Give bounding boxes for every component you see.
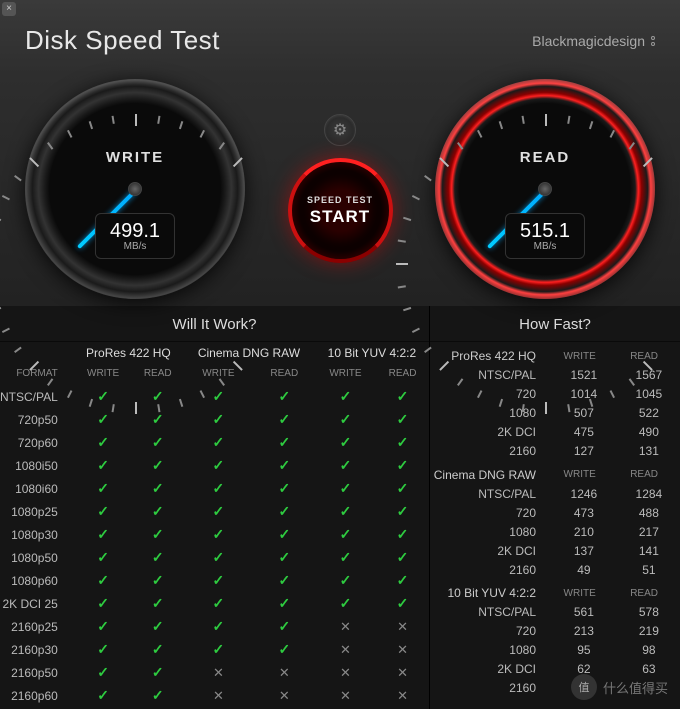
will-it-work-title: Will It Work? <box>0 306 429 342</box>
watermark: 值 什么值得买 <box>571 674 668 700</box>
results-tables: Will It Work? ProRes 422 HQCinema DNG RA… <box>0 306 680 709</box>
header: Disk Speed Test Blackmagicdesign <box>0 0 680 71</box>
will-it-work-table: ProRes 422 HQCinema DNG RAW10 Bit YUV 4:… <box>0 342 429 707</box>
close-button[interactable]: × <box>2 2 16 16</box>
watermark-icon: 值 <box>571 674 597 700</box>
write-gauge-ring: WRITE 499.1 MB/s <box>25 79 245 299</box>
app-window: × Disk Speed Test Blackmagicdesign WRITE… <box>0 0 680 708</box>
start-text: START <box>310 207 370 227</box>
gear-icon: ⚙ <box>333 120 347 140</box>
write-gauge: WRITE 499.1 MB/s <box>25 79 245 299</box>
read-gauge-value: 515.1 MB/s <box>505 213 585 259</box>
app-title: Disk Speed Test <box>25 25 220 56</box>
needle-cap <box>538 182 552 196</box>
will-it-work-panel: Will It Work? ProRes 422 HQCinema DNG RA… <box>0 306 430 709</box>
start-label: SPEED TEST <box>307 195 373 205</box>
gauge-panel: WRITE 499.1 MB/s ⚙ SPEED TEST START READ <box>0 71 680 306</box>
read-gauge-ring: READ 515.1 MB/s <box>435 79 655 299</box>
brand-text: Blackmagicdesign <box>532 33 645 49</box>
write-value: 499.1 <box>110 220 160 243</box>
watermark-text: 什么值得买 <box>603 678 668 697</box>
write-gauge-label: WRITE <box>25 149 245 166</box>
how-fast-title: How Fast? <box>430 306 680 342</box>
read-value: 515.1 <box>520 220 570 243</box>
needle-cap <box>128 182 142 196</box>
brand-label: Blackmagicdesign <box>532 33 655 49</box>
start-button[interactable]: SPEED TEST START <box>288 158 393 263</box>
settings-button[interactable]: ⚙ <box>324 114 356 146</box>
read-gauge: READ 515.1 MB/s <box>435 79 655 299</box>
read-gauge-label: READ <box>435 149 655 166</box>
center-controls: ⚙ SPEED TEST START <box>288 114 393 263</box>
write-gauge-value: 499.1 MB/s <box>95 213 175 259</box>
how-fast-table: ProRes 422 HQWRITEREADNTSC/PAL1521156772… <box>430 342 680 698</box>
how-fast-panel: How Fast? ProRes 422 HQWRITEREADNTSC/PAL… <box>430 306 680 709</box>
brand-icon <box>651 36 655 46</box>
